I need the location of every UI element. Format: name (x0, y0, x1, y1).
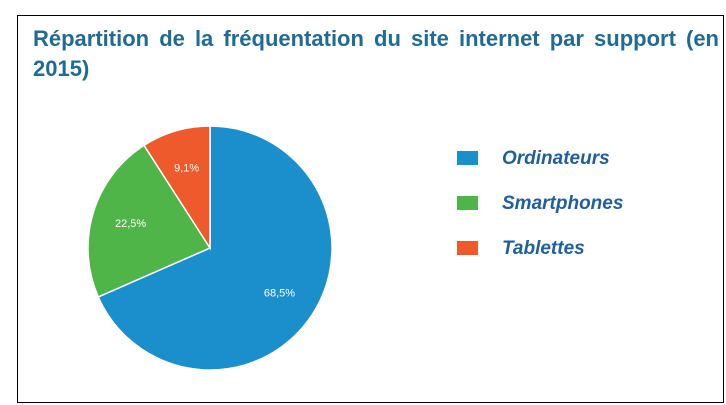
pie-slice (87, 144, 212, 298)
legend-label: Ordinateurs (502, 148, 610, 169)
slice-label: 9,1% (174, 162, 199, 174)
legend-swatch (457, 196, 478, 210)
legend-label: Tablettes (502, 238, 585, 259)
chart-title: Répartition de la fréquentation du site … (33, 26, 719, 81)
legend-swatch (457, 151, 478, 165)
slice-label: 22,5% (115, 218, 146, 230)
legend-label: Smartphones (502, 193, 623, 214)
pie-slice (97, 125, 333, 371)
pie-slice (143, 125, 211, 251)
slice-label: 68,5% (264, 287, 295, 299)
legend-swatch (457, 241, 478, 255)
